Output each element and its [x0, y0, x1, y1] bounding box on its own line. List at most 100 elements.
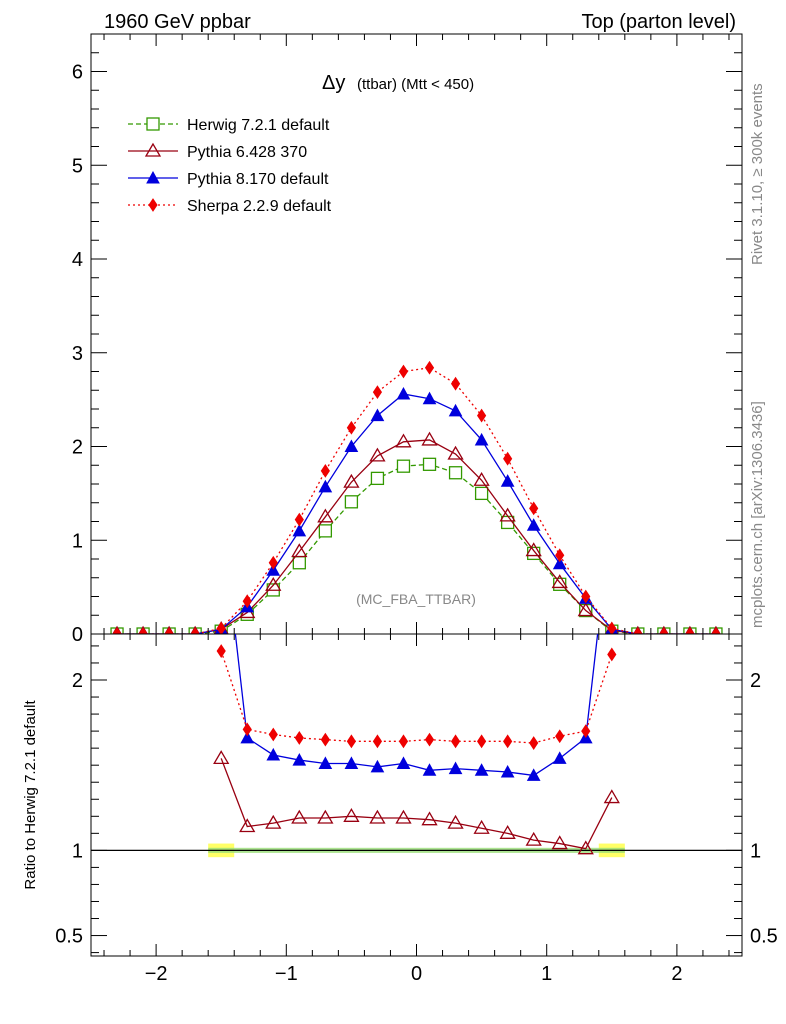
series-pythia-6-428-370 — [112, 431, 721, 634]
ratio-point-sherpa-2-2-9-default — [242, 722, 252, 737]
data-point-pythia-8-170-default — [292, 523, 307, 537]
ratio-point-sherpa-2-2-9-default — [529, 736, 539, 750]
data-point-sherpa-2-2-9-default — [555, 548, 565, 563]
data-point-sherpa-2-2-9-default — [685, 627, 695, 634]
ratio-point-pythia-6-428-370 — [291, 809, 308, 824]
main-y-tick-label: 5 — [72, 155, 83, 177]
x-tick-label: 2 — [671, 963, 682, 985]
data-point-herwig-7-2-1-default — [318, 524, 333, 538]
ratio-point-pythia-6-428-370 — [603, 789, 620, 804]
data-point-herwig-7-2-1-default — [370, 471, 385, 486]
ratio-point-pythia-8-170-default — [552, 751, 567, 764]
ratio-series-pythia-8-170-default — [234, 634, 599, 781]
ratio-point-sherpa-2-2-9-default — [398, 734, 409, 749]
ratio-line-pythia-6-428-370 — [220, 758, 613, 850]
ratio-point-pythia-6-428-370 — [239, 818, 256, 833]
ratio-point-pythia-6-428-370 — [343, 808, 360, 822]
ratio-y-tick-label-right: 1 — [750, 840, 761, 862]
data-point-sherpa-2-2-9-default — [529, 501, 539, 516]
series-line-herwig-7-2-1-default — [117, 463, 716, 634]
data-point-sherpa-2-2-9-default — [476, 408, 487, 423]
ratio-series-pythia-6-428-370 — [213, 750, 620, 855]
ratio-point-pythia-6-428-370 — [317, 809, 334, 824]
ratio-point-pythia-8-170-default — [474, 763, 489, 776]
ratio-y-axis-label: Ratio to Herwig 7.2.1 default — [22, 700, 39, 890]
data-point-herwig-7-2-1-default — [448, 466, 463, 480]
legend-marker — [146, 117, 160, 131]
data-point-sherpa-2-2-9-default — [112, 627, 122, 634]
data-point-herwig-7-2-1-default — [344, 495, 359, 509]
data-point-pythia-8-170-default — [422, 391, 437, 405]
data-point-sherpa-2-2-9-default — [581, 589, 591, 604]
ratio-point-sherpa-2-2-9-default — [294, 731, 304, 745]
x-tick-label: −2 — [145, 963, 168, 985]
legend-label: Sherpa 2.2.9 default — [187, 198, 332, 215]
main-title: Δy (ttbar) (Mtt < 450) — [322, 72, 474, 94]
ratio-point-pythia-8-170-default — [422, 763, 437, 776]
ratio-point-sherpa-2-2-9-default — [424, 732, 435, 747]
data-point-pythia-6-428-370 — [265, 576, 282, 591]
mcplots-label: mcplots.cern.ch [arXiv:1306.3436] — [749, 401, 766, 628]
data-point-herwig-7-2-1-default — [292, 556, 306, 570]
data-point-sherpa-2-2-9-default — [268, 555, 278, 570]
ratio-point-sherpa-2-2-9-default — [555, 729, 565, 744]
ratio-y-tick-label-left: 0.5 — [55, 926, 83, 948]
data-point-herwig-7-2-1-default — [396, 459, 411, 473]
ratio-point-sherpa-2-2-9-default — [320, 732, 330, 747]
ratio-series-sherpa-2-2-9-default — [216, 644, 617, 750]
legend-marker — [144, 142, 162, 157]
ratio-point-sherpa-2-2-9-default — [346, 734, 357, 749]
data-point-sherpa-2-2-9-default — [190, 627, 200, 634]
header-left-title: 1960 GeV ppbar — [104, 11, 251, 33]
ratio-point-pythia-6-428-370 — [473, 819, 490, 834]
ratio-point-pythia-8-170-default — [318, 756, 333, 769]
ratio-point-sherpa-2-2-9-default — [607, 647, 617, 662]
data-point-pythia-6-428-370 — [447, 445, 464, 460]
ratio-point-pythia-6-428-370 — [421, 811, 438, 826]
header-right-title: Top (parton level) — [581, 11, 736, 33]
ratio-point-sherpa-2-2-9-default — [450, 734, 461, 749]
data-point-pythia-6-428-370 — [343, 473, 360, 488]
data-point-herwig-7-2-1-default — [527, 546, 541, 561]
legend-entry-herwig-7-2-1-default: Herwig 7.2.1 default — [128, 117, 330, 134]
data-point-sherpa-2-2-9-default — [424, 360, 435, 375]
ratio-line-pythia-8-170-default — [234, 634, 599, 777]
series-herwig-7-2-1-default — [110, 457, 723, 634]
data-point-sherpa-2-2-9-default — [398, 364, 409, 379]
ratio-point-pythia-8-170-default — [526, 768, 541, 781]
legend-entry-pythia-8-170-default: Pythia 8.170 default — [128, 170, 329, 188]
ratio-point-pythia-8-170-default — [266, 747, 281, 761]
data-point-herwig-7-2-1-default — [553, 577, 567, 591]
ratio-point-sherpa-2-2-9-default — [268, 727, 278, 742]
data-point-pythia-8-170-default — [266, 563, 281, 576]
ratio-point-pythia-8-170-default — [292, 753, 307, 766]
series-line-pythia-8-170-default — [117, 393, 716, 634]
ratio-point-pythia-6-428-370 — [265, 814, 282, 829]
ratio-point-pythia-8-170-default — [500, 764, 515, 778]
data-point-pythia-8-170-default — [370, 408, 385, 422]
ratio-point-sherpa-2-2-9-default — [216, 644, 226, 658]
data-point-pythia-6-428-370 — [473, 471, 490, 486]
data-point-herwig-7-2-1-default — [474, 486, 489, 501]
ratio-point-pythia-6-428-370 — [369, 809, 386, 824]
legend: Herwig 7.2.1 default Pythia 6.428 370 Pyth… — [128, 117, 332, 215]
data-point-pythia-6-428-370 — [577, 602, 594, 617]
data-point-sherpa-2-2-9-default — [164, 627, 174, 634]
data-point-sherpa-2-2-9-default — [242, 594, 252, 609]
main-y-tick-label: 2 — [72, 437, 83, 459]
data-point-pythia-6-428-370 — [369, 447, 386, 462]
chart-watermark: (MC_FBA_TTBAR) — [356, 591, 476, 607]
ratio-y-tick-label-right: 0.5 — [750, 926, 778, 948]
data-point-sherpa-2-2-9-default — [607, 621, 617, 634]
data-point-pythia-6-428-370 — [551, 574, 568, 589]
data-point-sherpa-2-2-9-default — [346, 420, 357, 435]
data-point-sherpa-2-2-9-default — [320, 463, 330, 478]
data-point-pythia-8-170-default — [474, 432, 489, 446]
ratio-line-sherpa-2-2-9-default — [220, 650, 613, 744]
data-point-herwig-7-2-1-default — [422, 457, 437, 471]
legend-label: Herwig 7.2.1 default — [187, 117, 330, 134]
ratio-point-pythia-6-428-370 — [577, 840, 594, 855]
data-point-pythia-6-428-370 — [291, 543, 308, 558]
rivet-label: Rivet 3.1.10, ≥ 300k events — [749, 83, 766, 265]
